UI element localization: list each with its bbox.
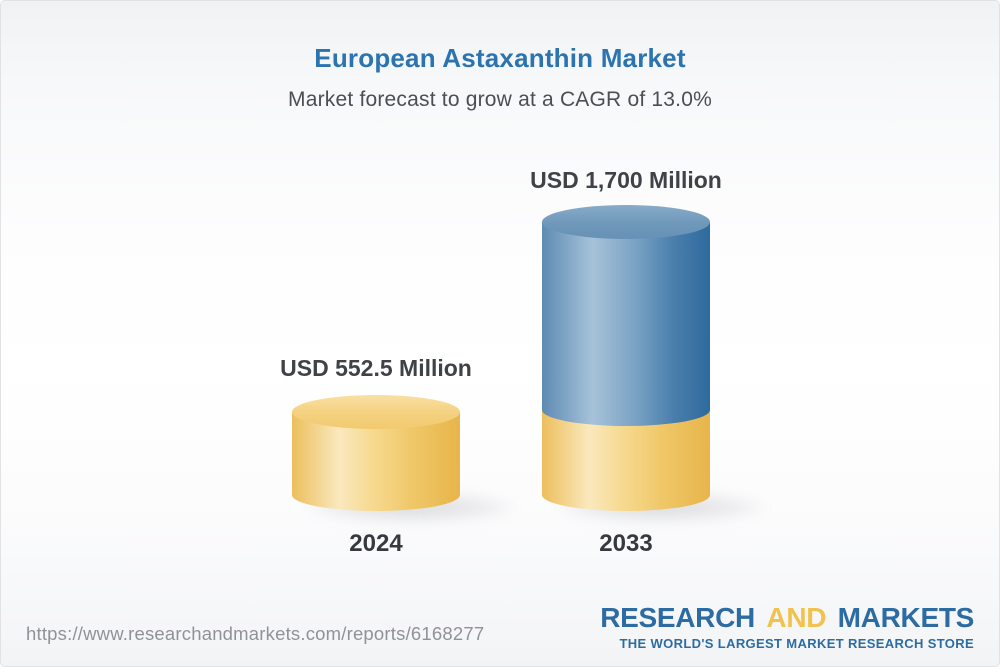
research-and-markets-logo: RESEARCH AND MARKETS THE WORLD'S LARGEST… bbox=[600, 604, 974, 651]
logo-word-research: RESEARCH bbox=[600, 602, 755, 633]
bar-2024-cylinder-cap bbox=[292, 395, 460, 429]
bar-2024-category-label: 2024 bbox=[349, 530, 403, 557]
bar-2033-category-label: 2033 bbox=[599, 530, 653, 557]
bar-2033-value-label: USD 1,700 Million bbox=[530, 167, 722, 193]
chart-title: European Astaxanthin Market bbox=[314, 43, 686, 73]
logo-tagline: THE WORLD'S LARGEST MARKET RESEARCH STOR… bbox=[619, 636, 974, 651]
bar-2033-blue-segment bbox=[542, 222, 710, 426]
bar-2033-cylinder-cap bbox=[542, 205, 710, 239]
bar-2024-value-label: USD 552.5 Million bbox=[280, 355, 472, 381]
chart-subtitle: Market forecast to grow at a CAGR of 13.… bbox=[288, 88, 712, 111]
bar-2033-gold-segment bbox=[542, 409, 710, 511]
logo-word-markets: MARKETS bbox=[837, 602, 975, 633]
logo-word-and: AND bbox=[766, 602, 827, 633]
report-url-link[interactable]: https://www.researchandmarkets.com/repor… bbox=[26, 623, 485, 644]
logo-wordmark: RESEARCH AND MARKETS bbox=[600, 604, 974, 632]
